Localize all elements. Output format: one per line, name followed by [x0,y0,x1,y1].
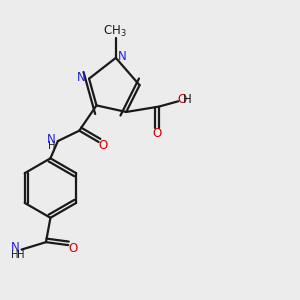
Text: CH$_3$: CH$_3$ [103,24,127,39]
Text: N: N [118,50,127,63]
Text: N: N [77,71,86,84]
Text: H: H [17,250,24,260]
Text: N: N [47,133,56,146]
Text: H: H [11,250,19,260]
Text: H: H [48,141,55,152]
Text: H: H [183,93,191,106]
Text: O: O [178,93,187,106]
Text: O: O [68,242,77,255]
Text: N: N [11,241,20,254]
Text: O: O [98,139,107,152]
Text: O: O [153,127,162,140]
